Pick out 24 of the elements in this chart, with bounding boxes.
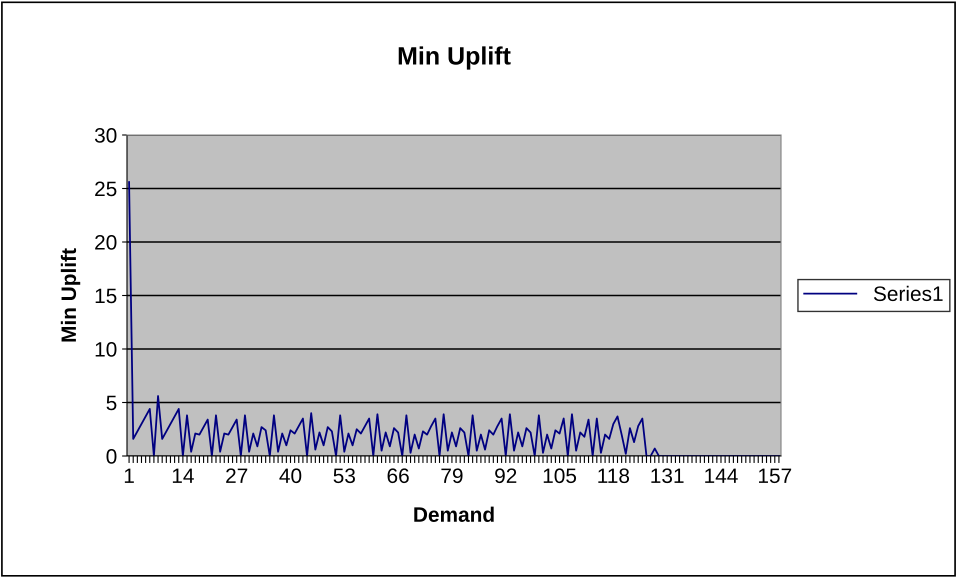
x-axis-title: Demand xyxy=(414,506,494,522)
y-tick-label: 0 xyxy=(106,449,116,464)
y-tick-label: 30 xyxy=(94,128,116,143)
x-tick-label: 66 xyxy=(388,468,409,484)
y-tick-label: 25 xyxy=(95,182,116,196)
x-tick-label: 53 xyxy=(334,468,355,484)
x-tick-label: 27 xyxy=(226,468,248,483)
x-tick-label: 131 xyxy=(651,468,684,484)
x-tick-label: 92 xyxy=(495,468,516,484)
x-tick-label: 105 xyxy=(544,468,576,484)
chart-title: Min Uplift xyxy=(398,46,511,70)
y-tick-label: 20 xyxy=(95,235,116,250)
x-tick-label: 118 xyxy=(598,468,630,484)
x-tick-label: 1 xyxy=(124,468,134,483)
x-tick-label: 157 xyxy=(759,468,792,484)
x-tick-label: 40 xyxy=(279,468,302,484)
x-tick-label: 144 xyxy=(705,468,738,483)
y-axis-title: Min Uplift xyxy=(60,248,80,342)
y-tick-label: 15 xyxy=(96,288,116,304)
x-tick-label: 79 xyxy=(441,468,463,484)
x-tick-label: 14 xyxy=(172,468,194,483)
y-tick-label: 5 xyxy=(106,396,116,410)
legend-label: Series1 xyxy=(874,286,943,302)
y-tick-label: 10 xyxy=(96,342,116,357)
